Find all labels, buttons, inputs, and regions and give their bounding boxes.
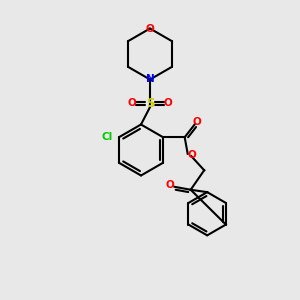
Text: O: O — [128, 98, 136, 109]
Text: O: O — [193, 117, 202, 127]
Text: Cl: Cl — [101, 132, 112, 142]
Text: O: O — [165, 180, 174, 190]
Text: N: N — [146, 74, 154, 85]
Text: O: O — [164, 98, 172, 109]
Text: O: O — [188, 150, 197, 160]
Text: S: S — [146, 97, 154, 110]
Text: O: O — [146, 23, 154, 34]
